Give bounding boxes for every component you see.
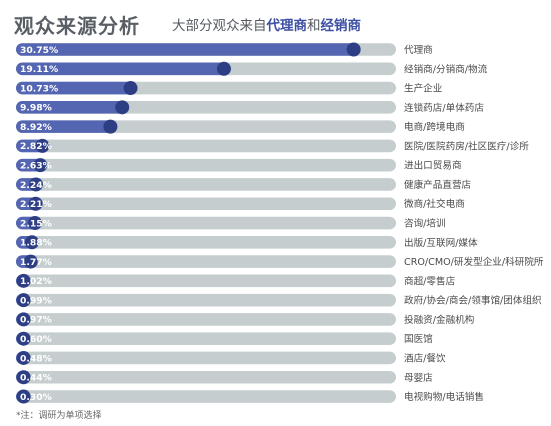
- bar-end-marker: [346, 42, 361, 57]
- value-label: 0.97%: [20, 315, 52, 326]
- value-label: 0.48%: [20, 353, 52, 364]
- bar-end-marker: [24, 235, 39, 250]
- bar-track: [16, 351, 396, 365]
- bar: [16, 43, 359, 56]
- value-label: 1.77%: [20, 257, 52, 268]
- subtitle-prefix: 大部分观众来自: [172, 18, 267, 34]
- category-label: CRO/CMO/研发型企业/科研院所: [404, 256, 544, 268]
- category-label: 健康产品直营店: [404, 179, 472, 191]
- bar-end-marker: [115, 100, 130, 115]
- bar-track: [16, 274, 396, 288]
- value-label: 9.98%: [20, 103, 52, 114]
- value-label: 10.73%: [20, 83, 58, 94]
- bar: [16, 101, 128, 114]
- category-label: 微商/社交电商: [404, 198, 465, 210]
- chart-subtitle: 大部分观众来自代理商和经销商: [172, 14, 361, 34]
- bar: [16, 120, 116, 133]
- bar-track: [16, 139, 396, 153]
- category-label: 咨询/培训: [404, 218, 446, 230]
- category-label: 电视购物/电话销售: [404, 391, 484, 403]
- value-label: 19.11%: [20, 64, 58, 75]
- bar-track: [16, 197, 396, 211]
- value-label: 2.63%: [20, 160, 52, 171]
- bar-end-marker: [16, 370, 31, 385]
- value-label: 2.24%: [20, 180, 52, 191]
- category-label: 投融资/金融机构: [404, 314, 474, 326]
- bar-end-marker: [16, 293, 31, 308]
- bar-track: [16, 216, 396, 230]
- value-label: 0.99%: [20, 295, 52, 306]
- category-label: 出版/互联网/媒体: [404, 237, 478, 249]
- category-label: 代理商: [404, 44, 433, 56]
- bar-end-marker: [103, 119, 118, 134]
- category-label: 连锁药店/单体药店: [404, 102, 484, 114]
- value-label: 30.75%: [20, 45, 58, 56]
- value-label: 2.82%: [20, 141, 52, 152]
- category-label: 进出口贸易商: [404, 160, 462, 172]
- bar-end-marker: [16, 312, 31, 327]
- bar-end-marker: [123, 81, 138, 96]
- value-label: 1.02%: [20, 276, 52, 287]
- bar-end-marker: [23, 254, 38, 269]
- value-label: 0.30%: [20, 392, 52, 403]
- bar-end-marker: [27, 216, 42, 231]
- bar-track: [16, 332, 396, 345]
- category-label: 酒店/餐饮: [404, 352, 446, 364]
- subtitle-highlight-agents: 代理商: [266, 18, 308, 34]
- bar: [16, 81, 136, 95]
- bar-end-marker: [16, 331, 31, 346]
- bar-track: [16, 293, 396, 307]
- bar-track: [16, 178, 396, 191]
- category-label: 生产企业: [404, 83, 443, 95]
- bar-end-marker: [16, 389, 31, 404]
- subtitle-connector: 和: [307, 18, 321, 34]
- bar-track: [16, 390, 396, 403]
- value-label: 0.60%: [20, 334, 52, 345]
- category-label: 母婴店: [404, 372, 433, 384]
- bar-track: [16, 158, 396, 172]
- value-label: 0.44%: [20, 373, 52, 384]
- bar-end-marker: [216, 61, 231, 76]
- subtitle-highlight-dealers: 经销商: [320, 18, 362, 34]
- category-label: 政府/协会/商会/领事馆/团体组织: [404, 295, 542, 307]
- category-label: 电商/跨境电商: [404, 121, 465, 133]
- bar-track: [16, 313, 396, 326]
- value-label: 1.88%: [20, 238, 52, 249]
- bar: [16, 62, 229, 76]
- category-label: 国医馆: [404, 333, 433, 345]
- value-label: 2.21%: [20, 199, 52, 210]
- category-label: 商超/零售店: [404, 275, 456, 287]
- bar-track: [16, 255, 396, 268]
- bar-end-marker: [28, 196, 43, 211]
- bar-end-marker: [16, 273, 31, 288]
- value-label: 2.15%: [20, 218, 52, 229]
- bar-track: [16, 236, 396, 249]
- bar-track: [16, 370, 396, 384]
- category-label: 医院/医院药房/社区医疗/诊所: [404, 140, 529, 152]
- chart-title: 观众来源分析: [14, 14, 140, 38]
- bar-end-marker: [16, 350, 31, 365]
- value-label: 8.92%: [20, 122, 52, 133]
- bar-end-marker: [28, 177, 43, 192]
- bar-end-marker: [33, 158, 48, 173]
- category-label: 经销商/分销商/物流: [404, 63, 488, 75]
- bar-end-marker: [35, 138, 50, 153]
- footnote: *注：调研为单项选择: [16, 411, 102, 421]
